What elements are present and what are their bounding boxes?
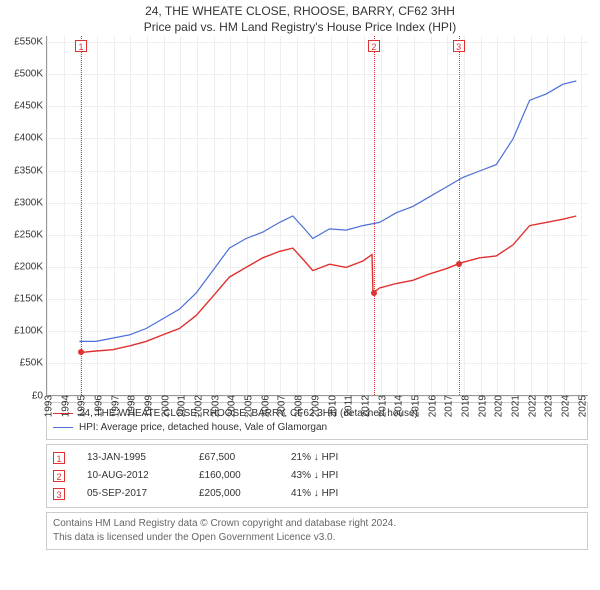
x-axis-label: 1995 [73,395,88,417]
series-line [79,81,576,341]
chart-plot-area: £0£50K£100K£150K£200K£250K£300K£350K£400… [46,36,588,396]
x-axis-label: 2016 [423,395,438,417]
transaction-marker: 2 [53,470,65,482]
x-axis-label: 2014 [390,395,405,417]
x-axis-label: 2017 [440,395,455,417]
x-axis-label: 1998 [123,395,138,417]
footer-line: Contains HM Land Registry data © Crown c… [53,517,581,531]
x-axis-label: 2012 [356,395,371,417]
x-axis-label: 2011 [340,395,355,417]
legend-item: HPI: Average price, detached house, Vale… [53,421,581,435]
transaction-hpi-delta: 21% ↓ HPI [291,451,338,465]
y-axis-label: £550K [14,37,47,48]
transaction-price: £205,000 [199,487,269,501]
transaction-marker: 3 [53,488,65,500]
chart-title: 24, THE WHEATE CLOSE, RHOOSE, BARRY, CF6… [0,0,600,20]
y-axis-label: £150K [14,294,47,305]
transaction-row: 1 13-JAN-1995 £67,500 21% ↓ HPI [53,449,581,467]
x-axis-label: 1994 [56,395,71,417]
x-axis-label: 2001 [173,395,188,417]
transaction-row: 3 05-SEP-2017 £205,000 41% ↓ HPI [53,485,581,503]
y-axis-label: £100K [14,326,47,337]
transaction-row: 2 10-AUG-2012 £160,000 43% ↓ HPI [53,467,581,485]
y-axis-label: £350K [14,165,47,176]
chart-container: 24, THE WHEATE CLOSE, RHOOSE, BARRY, CF6… [0,0,600,590]
y-axis-label: £300K [14,197,47,208]
x-axis-label: 1997 [106,395,121,417]
series-line [80,216,576,353]
transaction-hpi-delta: 43% ↓ HPI [291,469,338,483]
transaction-date: 10-AUG-2012 [87,469,177,483]
y-axis-label: £450K [14,101,47,112]
chart-subtitle: Price paid vs. HM Land Registry's House … [0,20,600,36]
x-axis-label: 1996 [90,395,105,417]
x-axis-label: 2005 [240,395,255,417]
footer-line: This data is licensed under the Open Gov… [53,531,581,545]
transaction-price: £160,000 [199,469,269,483]
y-axis-label: £200K [14,262,47,273]
x-axis-label: 2004 [223,395,238,417]
y-axis-label: £250K [14,229,47,240]
x-axis-label: 2015 [406,395,421,417]
x-axis-label: 2013 [373,395,388,417]
x-axis-label: 2008 [290,395,305,417]
legend-label: HPI: Average price, detached house, Vale… [79,421,327,435]
x-axis-label: 2024 [556,395,571,417]
x-axis-label: 2000 [156,395,171,417]
x-axis-label: 2019 [473,395,488,417]
transaction-date: 13-JAN-1995 [87,451,177,465]
y-axis-label: £500K [14,69,47,80]
transaction-date: 05-SEP-2017 [87,487,177,501]
y-axis-label: £50K [20,358,47,369]
x-axis-label: 1999 [140,395,155,417]
transaction-price: £67,500 [199,451,269,465]
x-axis-label: 2003 [206,395,221,417]
footer-attribution: Contains HM Land Registry data © Crown c… [46,512,588,550]
x-axis-label: 2002 [190,395,205,417]
x-axis-label: 2009 [306,395,321,417]
x-axis-label: 2006 [256,395,271,417]
x-axis-label: 2025 [573,395,588,417]
y-axis-label: £400K [14,133,47,144]
legend-swatch [53,427,73,428]
x-axis-label: 2018 [456,395,471,417]
x-axis-label: 2023 [540,395,555,417]
x-axis-label: 2020 [490,395,505,417]
transaction-hpi-delta: 41% ↓ HPI [291,487,338,501]
transaction-marker: 1 [53,452,65,464]
transactions-table: 1 13-JAN-1995 £67,500 21% ↓ HPI 2 10-AUG-2012… [46,444,588,508]
x-axis-label: 2010 [323,395,338,417]
x-axis-label: 2022 [523,395,538,417]
x-axis-label: 2021 [506,395,521,417]
x-axis-label: 1993 [40,395,55,417]
x-axis-label: 2007 [273,395,288,417]
